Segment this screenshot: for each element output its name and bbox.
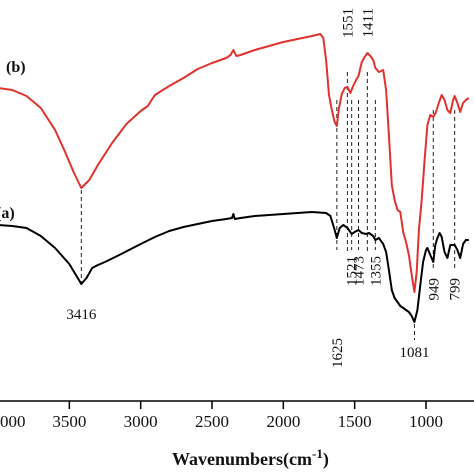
peak-label-1081: 1081	[399, 345, 429, 361]
peak-label-3416: 3416	[66, 307, 97, 323]
series-lines	[0, 33, 470, 323]
series-line-a	[0, 211, 469, 323]
x-axis-title-close: )	[323, 449, 329, 470]
x-tick-label: 1500	[338, 412, 372, 431]
x-tick-label: 2500	[195, 412, 229, 431]
peak-label-1551: 1551	[340, 8, 356, 38]
peak-label-799: 799	[448, 278, 464, 301]
series-line-b	[0, 33, 470, 293]
series-label-a: (a)	[0, 205, 15, 222]
peak-label-1521: 1521	[345, 256, 361, 286]
x-tick-label: 1000	[409, 412, 443, 431]
x-axis-title-main: Wavenumbers(cm	[172, 449, 312, 470]
x-tick-label: 2000	[266, 412, 300, 431]
peak-label-1625: 1625	[330, 338, 346, 368]
x-tick-label: 3500	[52, 412, 86, 431]
x-axis-ticks: 000 3500 3000 2500 2000 1500 1000	[0, 401, 443, 431]
series-label-b: (b)	[6, 59, 26, 76]
dashed-guides	[80, 72, 456, 340]
peak-label-1355: 1355	[368, 256, 384, 286]
x-tick-label: 000	[0, 412, 26, 431]
peak-label-949: 949	[426, 278, 442, 301]
x-tick-label: 3000	[124, 412, 158, 431]
x-axis-title-superscript: -1	[312, 446, 323, 461]
x-axis-title: Wavenumbers(cm-1)	[172, 446, 329, 470]
peak-label-1411: 1411	[360, 8, 376, 37]
peak-label-1473: 1473	[352, 256, 368, 286]
